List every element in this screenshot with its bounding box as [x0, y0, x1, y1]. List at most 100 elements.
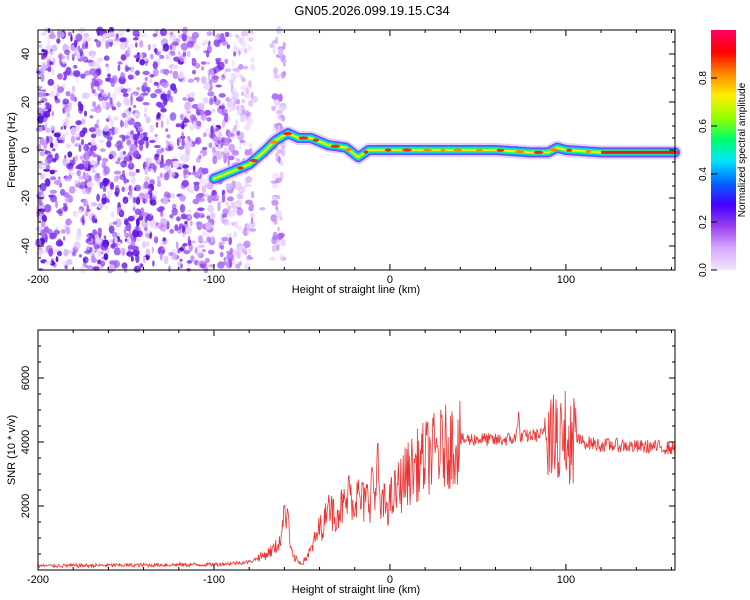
noise-speckle — [165, 118, 170, 126]
noise-speckle — [196, 120, 202, 127]
noise-speckle — [92, 170, 97, 174]
x-tick-label: 0 — [387, 274, 393, 286]
y-tick-label: 20 — [20, 96, 32, 108]
noise-speckle — [119, 210, 123, 216]
noise-speckle — [150, 53, 154, 60]
noise-speckle — [221, 40, 229, 46]
noise-speckle — [101, 157, 109, 163]
noise-speckle — [182, 225, 185, 234]
noise-speckle — [174, 224, 179, 232]
noise-speckle — [62, 98, 70, 105]
noise-speckle — [128, 184, 132, 192]
noise-speckle — [232, 127, 236, 135]
noise-speckle — [133, 104, 137, 109]
noise-speckle — [239, 139, 246, 144]
noise-speckle — [106, 65, 110, 72]
noise-speckle — [180, 42, 188, 51]
noise-speckle — [223, 147, 228, 154]
noise-speckle — [226, 44, 231, 49]
noise-speckle — [185, 136, 189, 146]
noise-speckle — [118, 28, 125, 37]
noise-speckle — [247, 44, 252, 52]
noise-speckle — [171, 64, 179, 70]
noise-speckle — [154, 134, 158, 137]
noise-speckle — [41, 54, 45, 60]
noise-speckle — [186, 41, 194, 48]
noise-speckle — [91, 54, 95, 60]
noise-speckle — [166, 220, 170, 230]
noise-speckle — [177, 212, 181, 217]
noise-speckle — [217, 143, 221, 150]
noise-speckle — [49, 232, 55, 237]
noise-speckle — [96, 40, 102, 48]
noise-speckle — [111, 92, 117, 101]
noise-speckle — [197, 207, 205, 212]
ridge-hotspot — [330, 144, 340, 148]
snr-line — [37, 390, 676, 569]
colorbar-tick-label: 0.6 — [698, 119, 709, 133]
noise-speckle — [109, 181, 114, 190]
noise-speckle — [195, 139, 199, 144]
noise-speckle — [121, 112, 127, 119]
noise-speckle — [228, 143, 235, 153]
noise-speckle — [248, 248, 252, 254]
noise-speckle — [93, 106, 98, 111]
noise-speckle — [96, 250, 101, 258]
noise-speckle — [44, 178, 51, 187]
noise-speckle — [241, 91, 244, 97]
noise-speckle — [177, 51, 181, 55]
ridge-hotspot — [496, 148, 505, 152]
noise-speckle — [99, 181, 104, 189]
noise-speckle — [114, 237, 118, 244]
noise-speckle — [227, 155, 235, 161]
noise-speckle — [123, 199, 127, 205]
noise-speckle — [70, 126, 77, 136]
noise-speckle — [239, 37, 244, 42]
noise-speckle — [249, 202, 254, 212]
noise-speckle — [46, 55, 53, 60]
noise-speckle — [119, 247, 127, 254]
noise-speckle — [166, 134, 171, 139]
noise-speckle — [226, 196, 234, 202]
noise-speckle — [53, 84, 59, 90]
noise-speckle — [194, 171, 200, 179]
noise-speckle — [198, 212, 205, 219]
noise-speckle — [208, 142, 213, 148]
noise-speckle — [107, 39, 114, 43]
noise-speckle — [142, 70, 150, 76]
noise-speckle — [103, 253, 109, 261]
ridge-hotspot — [601, 150, 675, 154]
noise-speckle — [209, 97, 214, 106]
noise-speckle — [39, 137, 45, 146]
noise-speckle — [49, 61, 53, 65]
noise-speckle — [126, 139, 132, 146]
noise-speckle — [210, 235, 215, 243]
noise-speckle — [171, 41, 179, 47]
noise-speckle — [197, 192, 205, 198]
noise-speckle — [183, 249, 191, 255]
noise-speckle — [218, 241, 225, 245]
frequency-ridge — [207, 126, 682, 186]
noise-speckle — [169, 171, 176, 178]
noise-speckle — [154, 153, 160, 158]
noise-speckle — [242, 109, 246, 115]
noise-speckle — [132, 113, 140, 117]
noise-speckle — [206, 31, 213, 36]
noise-speckle — [132, 29, 140, 37]
ridge-hotspot — [402, 148, 412, 152]
noise-speckle — [109, 239, 113, 243]
noise-speckle — [89, 159, 96, 166]
noise-speckle — [178, 226, 182, 230]
noise-speckle — [207, 91, 215, 97]
noise-speckle — [66, 53, 70, 61]
colorbar-tick-label: 0.8 — [698, 71, 709, 85]
noise-speckle — [82, 256, 89, 264]
noise-speckle — [60, 31, 65, 38]
noise-speckle — [60, 188, 66, 196]
noise-speckle — [136, 87, 141, 91]
noise-speckle — [86, 265, 93, 269]
noise-speckle — [62, 205, 68, 212]
ridge-hotspot — [363, 150, 369, 154]
noise-speckle — [50, 30, 55, 36]
noise-speckle — [61, 260, 68, 266]
